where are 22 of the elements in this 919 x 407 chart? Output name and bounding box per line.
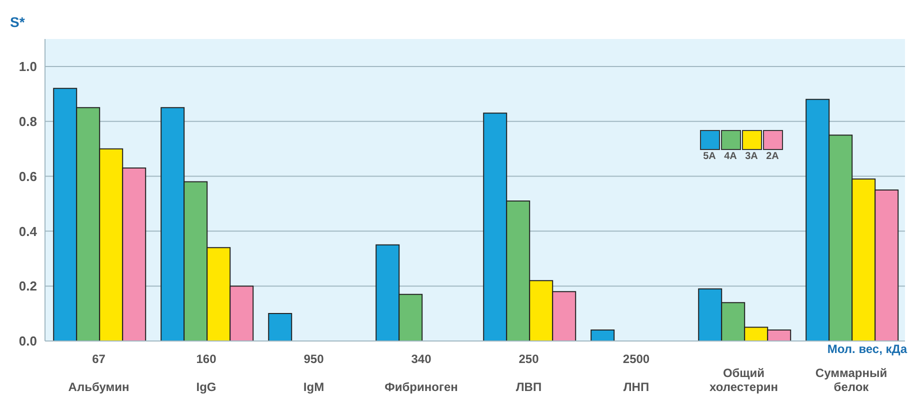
x-tick-label: 2500 ЛНП	[622, 352, 650, 394]
x-tick-label: Суммарный белок	[815, 366, 888, 394]
y-tick-label: 0.2	[18, 278, 37, 294]
y-tick-label: 1.0	[18, 59, 37, 74]
x-axis-title: Мол. вес, кДа	[827, 342, 908, 356]
legend-label: 5A	[703, 151, 716, 162]
y-axis-title: S*	[10, 14, 26, 30]
x-tick-label: 340 Фибриноген	[384, 352, 458, 394]
y-tick-label: 0.0	[18, 334, 37, 349]
bar	[590, 330, 615, 341]
x-tick-label: 250 ЛВП	[516, 352, 542, 394]
legend-label: 2A	[766, 151, 779, 162]
x-tick-label: 67 Альбумин	[68, 352, 130, 394]
legend-label: 3A	[745, 151, 758, 162]
y-tick-label: 0.8	[18, 114, 37, 129]
y-tick-label: 0.6	[18, 168, 37, 184]
bar	[268, 313, 292, 341]
x-tick-label: Общий холестерин	[709, 366, 778, 394]
x-tick-label: 950 IgM	[303, 352, 324, 394]
y-tick-label: 0.4	[18, 224, 38, 239]
x-tick-label: 160 IgG	[196, 352, 217, 394]
legend-label: 4A	[724, 151, 737, 162]
